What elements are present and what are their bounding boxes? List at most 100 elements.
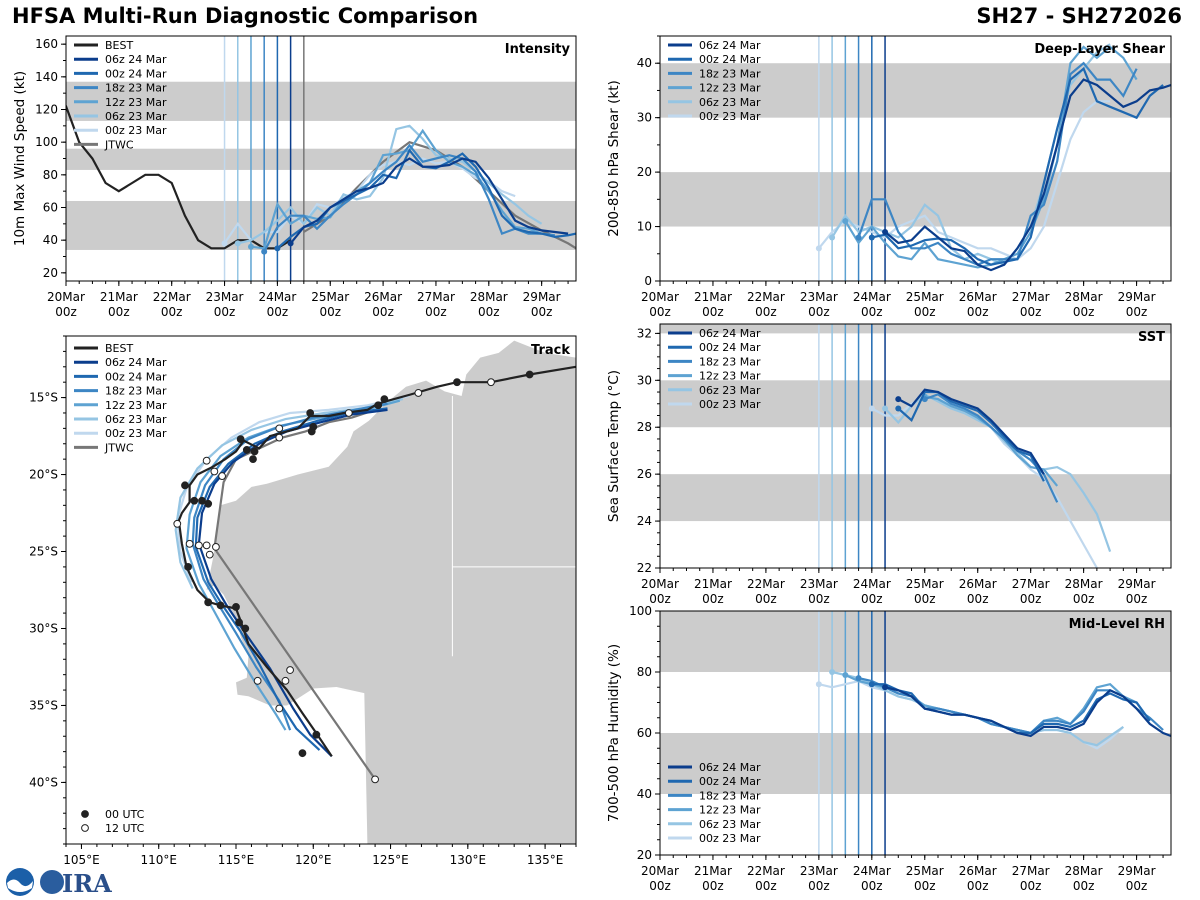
sst-x-tick-hour: 00z	[1020, 592, 1042, 606]
australia-landmass	[206, 340, 576, 844]
sst-x-tick-hour: 00z	[755, 592, 777, 606]
rh-x-tick-hour: 00z	[1020, 879, 1042, 893]
shear-legend-label: 00z 24 Mar	[699, 53, 761, 66]
rh-run-start-point	[855, 675, 862, 682]
track-y-tick-label: 35°S	[29, 698, 58, 712]
intensity-x-tick-day: 23Mar	[206, 290, 244, 304]
sst-run-start-point	[895, 405, 902, 412]
track-position-marker	[487, 378, 495, 387]
rh-x-tick-day: 24Mar	[853, 864, 891, 878]
intensity-run-line	[289, 157, 569, 245]
track-x-tick-label: 105°E	[63, 853, 100, 867]
intensity-run-start-point	[221, 240, 228, 247]
intensity-x-tick-day: 27Mar	[417, 290, 455, 304]
track-position-marker	[453, 378, 461, 387]
intensity-y-tick-label: 140	[35, 70, 58, 84]
intensity-x-tick-hour: 00z	[161, 305, 183, 319]
track-position-marker	[235, 618, 243, 627]
intensity-x-tick-hour: 00z	[214, 305, 236, 319]
track-position-marker	[232, 603, 240, 611]
track-position-marker	[236, 435, 245, 444]
track-run-line	[197, 408, 388, 758]
sst-x-tick-hour: 00z	[702, 592, 724, 606]
track-x-tick-label: 130°E	[450, 853, 487, 867]
rh-legend-label: 00z 23 Mar	[699, 832, 761, 845]
track-marker-legend-symbol	[81, 824, 89, 832]
track-position-marker	[525, 370, 534, 379]
intensity-run-start-point	[274, 245, 281, 252]
sst-legend-label: 00z 23 Mar	[699, 398, 761, 411]
track-legend-label: 06z 23 Mar	[105, 413, 167, 426]
track-position-marker	[218, 472, 226, 480]
track-run-line	[176, 394, 410, 583]
shear-panel: 01020304020Mar00z21Mar00z22Mar00z23Mar00…	[606, 35, 1172, 319]
shear-legend-label: 06z 24 Mar	[699, 39, 761, 52]
intensity-x-tick-hour: 00z	[425, 305, 447, 319]
shear-run-start-point	[882, 229, 889, 235]
track-marker-legend-label: 00 UTC	[105, 808, 145, 821]
track-position-marker	[275, 424, 284, 433]
rh-x-tick-day: 26Mar	[959, 864, 997, 878]
rh-x-tick-day: 27Mar	[1012, 864, 1050, 878]
rh-legend-label: 00z 24 Mar	[699, 775, 761, 788]
sst-x-tick-hour: 00z	[861, 592, 883, 606]
intensity-legend-label: 06z 24 Mar	[105, 53, 167, 66]
sst-x-tick-day: 28Mar	[1065, 577, 1103, 591]
track-legend-label: 18z 23 Mar	[105, 385, 167, 398]
sst-legend-label: 12z 23 Mar	[699, 370, 761, 383]
track-position-marker	[242, 446, 251, 454]
rh-run-start-point	[842, 672, 849, 679]
track-x-tick-label: 125°E	[372, 853, 409, 867]
rh-x-tick-day: 28Mar	[1065, 864, 1103, 878]
track-position-marker	[249, 455, 257, 464]
track-y-tick-label: 25°S	[29, 545, 58, 559]
intensity-legend-label: 00z 23 Mar	[105, 124, 167, 137]
rh-run-start-point	[882, 684, 889, 691]
intensity-run-start-point	[287, 240, 294, 247]
rh-panel: 2040608010020Mar00z21Mar00z22Mar00z23Mar…	[606, 604, 1172, 893]
shear-panel-title: Deep-Layer Shear	[1034, 42, 1165, 57]
track-run-line	[191, 402, 388, 731]
track-position-marker	[275, 433, 284, 442]
track-position-marker	[250, 447, 259, 456]
sst-x-tick-day: 22Mar	[747, 577, 785, 591]
rh-run-start-point	[815, 681, 822, 688]
intensity-x-tick-day: 20Mar	[47, 290, 85, 304]
track-plot-area	[173, 340, 576, 844]
rh-y-tick-label: 80	[637, 665, 652, 679]
sst-x-tick-day: 26Mar	[959, 577, 997, 591]
track-position-marker	[306, 409, 315, 417]
sst-x-tick-day: 24Mar	[853, 577, 891, 591]
intensity-x-tick-day: 21Mar	[100, 290, 138, 304]
shear-x-tick-hour: 00z	[861, 305, 883, 319]
shear-run-start-point	[815, 245, 822, 252]
shear-legend-label: 00z 23 Mar	[699, 110, 761, 123]
shear-run-line	[818, 100, 1111, 261]
sst-run-start-point	[868, 405, 875, 412]
sst-run-start-point	[895, 396, 902, 403]
shear-x-tick-day: 25Mar	[906, 290, 944, 304]
track-position-marker	[281, 676, 290, 685]
track-run-line	[185, 399, 401, 731]
track-position-marker	[204, 499, 213, 508]
track-y-tick-label: 30°S	[29, 621, 58, 635]
track-position-marker	[204, 598, 213, 607]
intensity-y-axis-label: 10m Max Wind Speed (kt)	[12, 71, 28, 246]
track-y-tick-label: 15°S	[29, 391, 58, 405]
sst-x-tick-day: 20Mar	[641, 577, 679, 591]
rh-x-tick-hour: 00z	[914, 879, 936, 893]
intensity-x-tick-day: 22Mar	[153, 290, 191, 304]
rh-y-tick-label: 60	[637, 726, 652, 740]
intensity-x-tick-hour: 00z	[372, 305, 394, 319]
shear-x-tick-hour: 00z	[1020, 305, 1042, 319]
intensity-x-tick-day: 28Mar	[470, 290, 508, 304]
shear-x-tick-hour: 00z	[649, 305, 671, 319]
intensity-x-tick-day: 24Mar	[258, 290, 296, 304]
sst-x-tick-day: 29Mar	[1118, 577, 1156, 591]
shear-band	[660, 172, 1171, 227]
sst-x-tick-hour: 00z	[649, 592, 671, 606]
rh-run-line	[884, 686, 1171, 738]
track-y-tick-label: 20°S	[29, 468, 58, 482]
track-position-marker	[185, 539, 194, 548]
intensity-legend-label: 12z 23 Mar	[105, 96, 167, 109]
